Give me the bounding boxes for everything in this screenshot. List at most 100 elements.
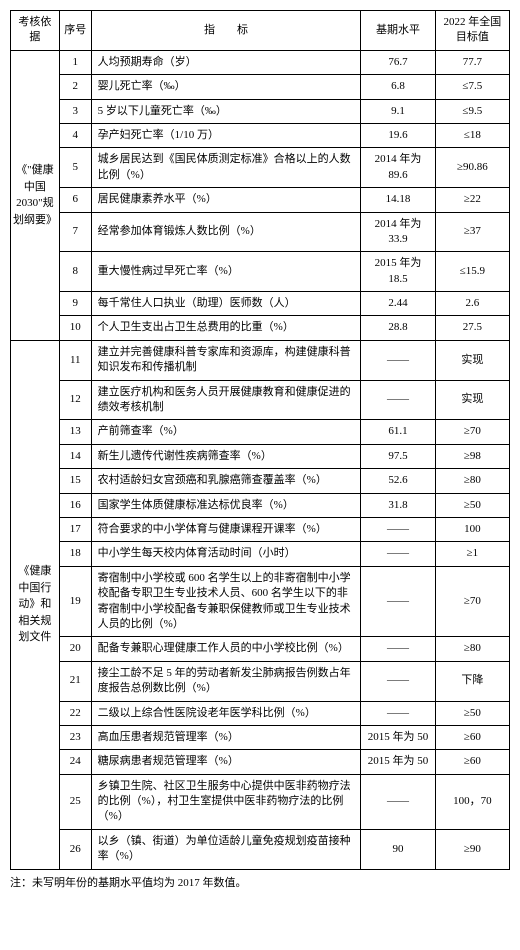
target-cell: ≥80 <box>435 637 509 661</box>
table-row: 5城乡居民达到《国民体质测定标准》合格以上的人数比例（%）2014 年为 89.… <box>11 148 510 188</box>
indicator-cell: 居民健康素养水平（%） <box>91 188 361 212</box>
target-cell: ≥37 <box>435 212 509 252</box>
seq-cell: 10 <box>59 316 91 340</box>
indicator-cell: 孕产妇死亡率（1/10 万） <box>91 123 361 147</box>
target-cell: ≥50 <box>435 701 509 725</box>
indicator-cell: 人均预期寿命（岁） <box>91 50 361 74</box>
base-cell: 2015 年为 50 <box>361 750 435 774</box>
target-cell: ≤15.9 <box>435 252 509 292</box>
base-cell: 2014 年为 33.9 <box>361 212 435 252</box>
seq-cell: 22 <box>59 701 91 725</box>
base-cell: —— <box>361 340 435 380</box>
seq-cell: 8 <box>59 252 91 292</box>
base-cell: —— <box>361 661 435 701</box>
base-cell: 31.8 <box>361 493 435 517</box>
col-base: 基期水平 <box>361 11 435 51</box>
table-row: 7经常参加体育锻炼人数比例（%）2014 年为 33.9≥37 <box>11 212 510 252</box>
indicator-cell: 城乡居民达到《国民体质测定标准》合格以上的人数比例（%） <box>91 148 361 188</box>
target-cell: 下降 <box>435 661 509 701</box>
base-cell: 61.1 <box>361 420 435 444</box>
table-row: 19寄宿制中小学校或 600 名学生以上的非寄宿制中小学校配备专职卫生专业技术人… <box>11 566 510 637</box>
seq-cell: 13 <box>59 420 91 444</box>
table-row: 6居民健康素养水平（%）14.18≥22 <box>11 188 510 212</box>
indicator-cell: 配备专兼职心理健康工作人员的中小学校比例（%） <box>91 637 361 661</box>
base-cell: —— <box>361 380 435 420</box>
base-cell: —— <box>361 542 435 566</box>
indicator-cell: 二级以上综合性医院设老年医学科比例（%） <box>91 701 361 725</box>
target-cell: ≥80 <box>435 469 509 493</box>
seq-cell: 23 <box>59 725 91 749</box>
seq-cell: 21 <box>59 661 91 701</box>
table-row: 15农村适龄妇女宫颈癌和乳腺癌筛查覆盖率（%）52.6≥80 <box>11 469 510 493</box>
target-cell: ≥98 <box>435 444 509 468</box>
base-cell: 2015 年为 50 <box>361 725 435 749</box>
table-row: 8重大慢性病过早死亡率（%）2015 年为 18.5≤15.9 <box>11 252 510 292</box>
indicator-cell: 中小学生每天校内体育活动时间（小时） <box>91 542 361 566</box>
target-cell: ≥22 <box>435 188 509 212</box>
indicator-cell: 经常参加体育锻炼人数比例（%） <box>91 212 361 252</box>
col-basis: 考核依据 <box>11 11 60 51</box>
table-row: 23高血压患者规范管理率（%）2015 年为 50≥60 <box>11 725 510 749</box>
target-cell: ≤18 <box>435 123 509 147</box>
table-row: 2婴儿死亡率（‰）6.8≤7.5 <box>11 75 510 99</box>
seq-cell: 6 <box>59 188 91 212</box>
target-cell: 2.6 <box>435 292 509 316</box>
base-cell: 9.1 <box>361 99 435 123</box>
seq-cell: 15 <box>59 469 91 493</box>
base-cell: 6.8 <box>361 75 435 99</box>
footnote: 注：未写明年份的基期水平值均为 2017 年数值。 <box>10 874 510 890</box>
target-cell: ≥90.86 <box>435 148 509 188</box>
table-row: 17符合要求的中小学体育与健康课程开课率（%）——100 <box>11 517 510 541</box>
table-row: 14新生儿遗传代谢性疾病筛查率（%）97.5≥98 <box>11 444 510 468</box>
target-cell: 100，70 <box>435 774 509 829</box>
target-cell: ≥60 <box>435 750 509 774</box>
seq-cell: 25 <box>59 774 91 829</box>
table-row: 20配备专兼职心理健康工作人员的中小学校比例（%）——≥80 <box>11 637 510 661</box>
target-cell: 实现 <box>435 340 509 380</box>
table-row: 21接尘工龄不足 5 年的劳动者新发尘肺病报告例数占年度报告总例数比例（%）——… <box>11 661 510 701</box>
base-cell: —— <box>361 566 435 637</box>
base-cell: —— <box>361 701 435 725</box>
target-cell: ≥70 <box>435 566 509 637</box>
table-row: 10个人卫生支出占卫生总费用的比重（%）28.827.5 <box>11 316 510 340</box>
indicator-cell: 接尘工龄不足 5 年的劳动者新发尘肺病报告例数占年度报告总例数比例（%） <box>91 661 361 701</box>
table-row: 22二级以上综合性医院设老年医学科比例（%）——≥50 <box>11 701 510 725</box>
table-row: 26以乡（镇、街道）为单位适龄儿童免疫规划疫苗接种率（%）90≥90 <box>11 829 510 869</box>
base-cell: —— <box>361 517 435 541</box>
header-row: 考核依据 序号 指 标 基期水平 2022 年全国目标值 <box>11 11 510 51</box>
indicator-cell: 新生儿遗传代谢性疾病筛查率（%） <box>91 444 361 468</box>
target-cell: ≤7.5 <box>435 75 509 99</box>
indicator-cell: 产前筛查率（%） <box>91 420 361 444</box>
indicator-cell: 符合要求的中小学体育与健康课程开课率（%） <box>91 517 361 541</box>
indicator-cell: 糖尿病患者规范管理率（%） <box>91 750 361 774</box>
base-cell: 14.18 <box>361 188 435 212</box>
base-cell: 97.5 <box>361 444 435 468</box>
target-cell: 实现 <box>435 380 509 420</box>
seq-cell: 26 <box>59 829 91 869</box>
indicator-cell: 5 岁以下儿童死亡率（‰） <box>91 99 361 123</box>
table-row: 13产前筛查率（%）61.1≥70 <box>11 420 510 444</box>
indicator-cell: 寄宿制中小学校或 600 名学生以上的非寄宿制中小学校配备专职卫生专业技术人员、… <box>91 566 361 637</box>
indicator-cell: 建立医疗机构和医务人员开展健康教育和健康促进的绩效考核机制 <box>91 380 361 420</box>
target-cell: ≥70 <box>435 420 509 444</box>
seq-cell: 14 <box>59 444 91 468</box>
target-cell: ≥50 <box>435 493 509 517</box>
base-cell: 28.8 <box>361 316 435 340</box>
table-row: 《健康中国行动》和相关规划文件11建立并完善健康科普专家库和资源库，构建健康科普… <box>11 340 510 380</box>
indicator-cell: 重大慢性病过早死亡率（%） <box>91 252 361 292</box>
target-cell: ≤9.5 <box>435 99 509 123</box>
indicator-cell: 个人卫生支出占卫生总费用的比重（%） <box>91 316 361 340</box>
indicator-cell: 高血压患者规范管理率（%） <box>91 725 361 749</box>
target-cell: ≥1 <box>435 542 509 566</box>
table-row: 9每千常住人口执业（助理）医师数（人）2.442.6 <box>11 292 510 316</box>
indicator-table: 考核依据 序号 指 标 基期水平 2022 年全国目标值 《"健康中国2030"… <box>10 10 510 870</box>
basis-cell: 《健康中国行动》和相关规划文件 <box>11 340 60 869</box>
col-seq: 序号 <box>59 11 91 51</box>
target-cell: ≥90 <box>435 829 509 869</box>
seq-cell: 19 <box>59 566 91 637</box>
seq-cell: 2 <box>59 75 91 99</box>
indicator-cell: 农村适龄妇女宫颈癌和乳腺癌筛查覆盖率（%） <box>91 469 361 493</box>
seq-cell: 12 <box>59 380 91 420</box>
seq-cell: 16 <box>59 493 91 517</box>
seq-cell: 17 <box>59 517 91 541</box>
